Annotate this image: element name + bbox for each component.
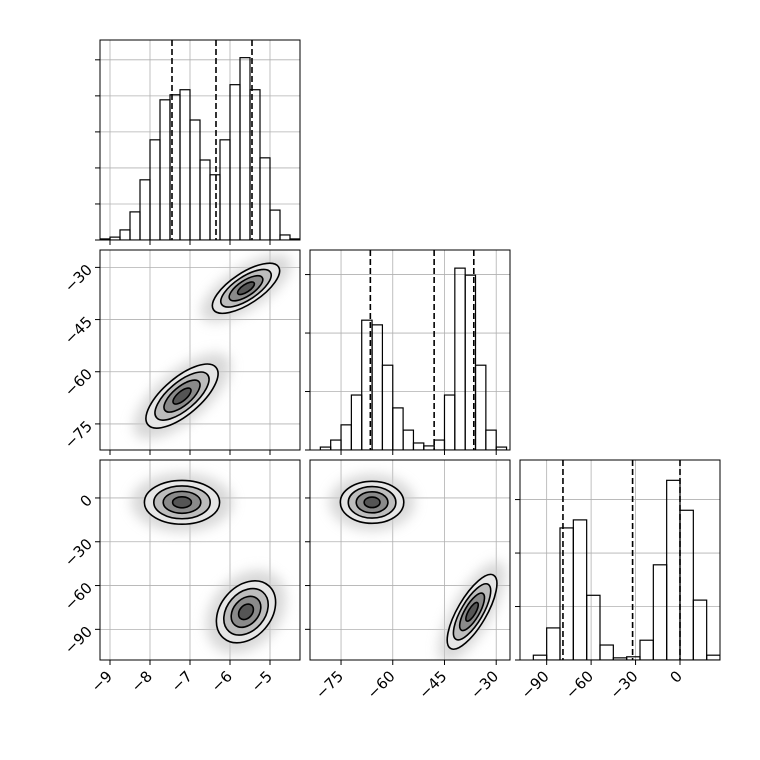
frame (519, 459, 721, 661)
x-tick-label: 0 (667, 667, 686, 686)
x-tick-label: −90 (518, 667, 553, 702)
hist-bar (454, 267, 466, 450)
contour (237, 603, 255, 621)
frame (99, 39, 301, 241)
hist-bar (559, 527, 574, 660)
plot-area (319, 250, 508, 450)
hist-bar (706, 654, 720, 660)
frame (309, 249, 511, 451)
hist-bar (229, 84, 241, 240)
contour (171, 496, 193, 509)
x-tick-label: −45 (415, 667, 450, 702)
panel: −90 −60 −30 0 (515, 459, 721, 702)
y-tick-label: −30 (61, 261, 96, 296)
hist-bar (692, 599, 708, 660)
hist-bar (666, 479, 681, 660)
frame (99, 249, 301, 451)
hist-bar (423, 445, 435, 450)
x-tick-label: −8 (128, 667, 156, 695)
y-tick-label: 0 (77, 491, 96, 510)
hist-bar (464, 274, 477, 450)
hist-bar (485, 429, 497, 450)
hist-bar (532, 654, 548, 660)
hist-bar (652, 564, 668, 660)
x-tick-label: −6 (208, 667, 236, 695)
frame (309, 459, 511, 661)
hist-bar (586, 594, 601, 660)
hist-bar (199, 159, 211, 240)
plot-area (532, 460, 720, 660)
hist-bar (159, 99, 171, 240)
contour (465, 601, 480, 622)
panel: −30 −45 −60 −75 (61, 249, 301, 455)
y-tick-label: −30 (61, 535, 96, 570)
y-tick-label: −60 (61, 365, 96, 400)
hist-bar (259, 157, 271, 240)
plot-area (329, 473, 506, 660)
hist-bar (330, 439, 342, 450)
y-tick-label: −90 (61, 623, 96, 658)
hist-bar (179, 89, 191, 240)
hist-bar (340, 424, 352, 450)
x-tick-label: −7 (168, 667, 196, 695)
hist-bar (350, 394, 363, 450)
hist-bar (599, 644, 614, 660)
hist-bar (239, 57, 251, 240)
y-tick-label: −75 (61, 417, 96, 452)
hist-bar (381, 364, 394, 450)
x-tick-label: −60 (364, 667, 399, 702)
hist-bar (119, 229, 131, 240)
panel: −75 −60 −45 −30 (305, 459, 511, 702)
panel (95, 39, 301, 245)
hist-bar (402, 429, 415, 450)
hist-bar (209, 174, 221, 240)
hist-bar (572, 519, 588, 660)
hist-bar (149, 139, 161, 240)
y-tick-label: −60 (61, 579, 96, 614)
contour (236, 281, 256, 296)
hist-bar (129, 211, 141, 240)
hist-bar (679, 509, 694, 660)
hist-bar (219, 139, 231, 240)
hist-bar (371, 324, 384, 450)
hist-bar (392, 407, 404, 450)
y-tick-label: −45 (61, 313, 96, 348)
hist-bar (546, 627, 561, 660)
x-tick-label: −5 (248, 667, 276, 695)
contour (363, 496, 381, 509)
hist-bar (279, 234, 291, 240)
hist-bar (443, 394, 456, 450)
plot-area (133, 254, 292, 440)
contour (172, 387, 192, 405)
x-tick-label: −30 (606, 667, 641, 702)
hist-bar (189, 119, 201, 240)
hist-bar (269, 209, 281, 240)
frame (99, 459, 301, 661)
hist-bar (433, 439, 446, 450)
panel: −9 −8 −7 −6 −5 0 −30 −60 −90 (61, 459, 301, 696)
plot-area (131, 472, 286, 654)
x-tick-label: −30 (467, 667, 502, 702)
hist-bar (474, 364, 487, 450)
x-tick-label: −60 (562, 667, 597, 702)
hist-bar (412, 442, 425, 450)
hist-bar (139, 179, 151, 240)
panel (305, 249, 511, 455)
hist-bar (639, 639, 654, 660)
x-tick-label: −75 (312, 667, 347, 702)
x-tick-label: −9 (88, 667, 116, 695)
